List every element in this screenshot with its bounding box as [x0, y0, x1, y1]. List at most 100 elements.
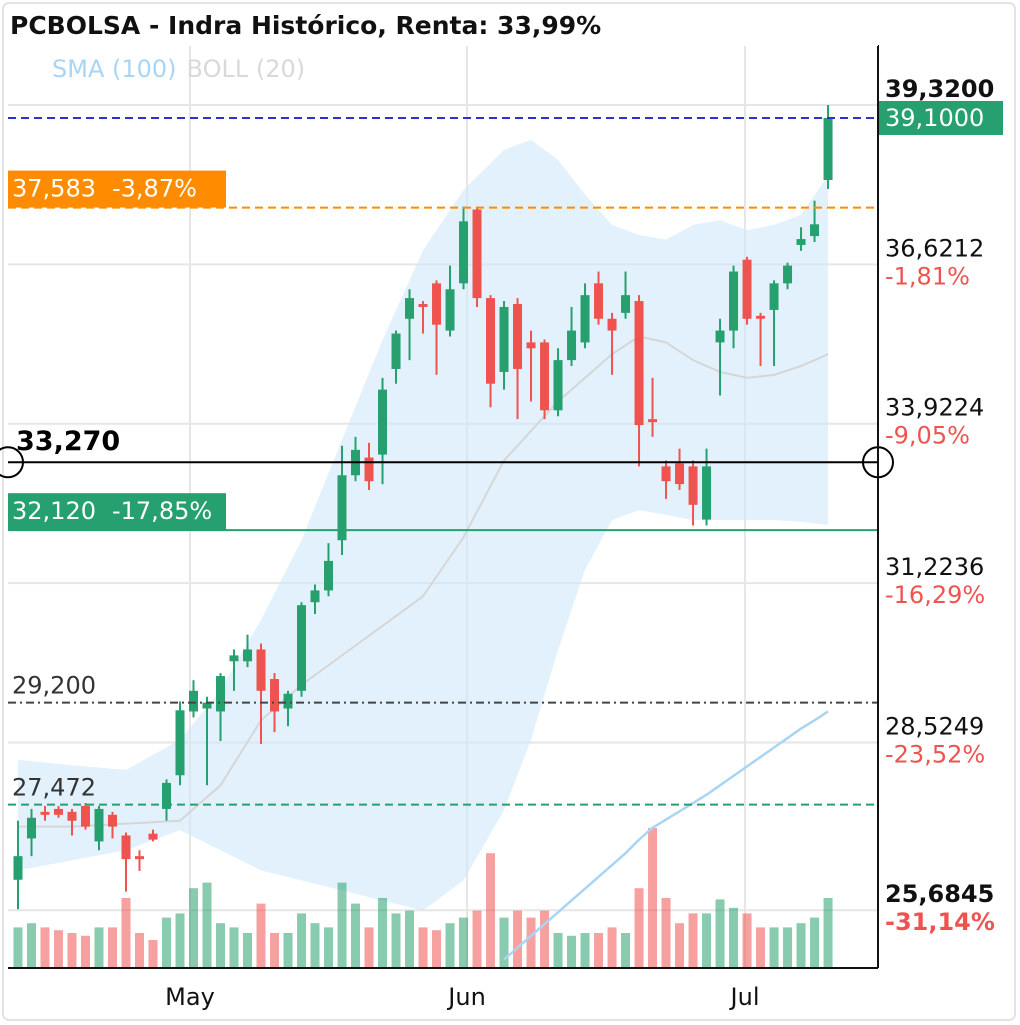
volume-bar: [107, 927, 117, 968]
volume-bar: [594, 933, 604, 968]
candle-body: [540, 342, 550, 411]
legend-entry: SMA (100): [52, 55, 177, 83]
candle-body: [634, 301, 644, 426]
candle-body: [486, 298, 496, 384]
x-tick-label: Jul: [729, 983, 760, 1011]
volume-bar: [621, 933, 631, 968]
candle-body: [742, 259, 752, 319]
candle-body: [162, 782, 172, 809]
volume-bar: [270, 933, 280, 968]
price-line-label: 33,270: [16, 426, 120, 457]
price-box: [8, 493, 226, 531]
candle-body: [459, 221, 469, 284]
candle-body: [567, 330, 577, 361]
volume-bar: [823, 898, 833, 968]
candle-body: [229, 655, 239, 662]
candle-body: [621, 295, 631, 313]
crosshair-handle: [0, 446, 24, 479]
candle-body: [40, 811, 50, 815]
volume-bar: [688, 913, 698, 968]
title-bg: [8, 8, 878, 46]
volume-bar: [513, 910, 523, 968]
volume-bar: [162, 917, 172, 968]
volume-bar: [405, 910, 415, 968]
candle-body: [148, 833, 158, 840]
candle-body: [432, 283, 442, 325]
candle-body: [202, 702, 212, 709]
volume-bar: [540, 910, 550, 968]
volume-bar: [337, 882, 347, 968]
price-box-label: 39,1000: [885, 104, 984, 132]
volume-bar: [134, 933, 144, 968]
candle-body: [243, 649, 253, 662]
candle-body: [283, 693, 293, 709]
y-tick-change: -16,29%: [885, 581, 985, 609]
candle-body: [661, 466, 671, 482]
y-tick-label: 39,3200: [885, 75, 994, 103]
volume-bar: [796, 923, 806, 968]
price-box-label: 32,120: [12, 497, 96, 525]
volume-bar: [13, 927, 23, 968]
volume-bar: [391, 913, 401, 968]
x-tick-label: Jun: [446, 983, 486, 1011]
candle-body: [324, 560, 334, 591]
y-tick-change: -31,14%: [885, 908, 995, 936]
volume-bar: [783, 927, 793, 968]
candle-body: [134, 856, 144, 860]
candle-body: [445, 289, 455, 331]
volume-bar: [202, 882, 212, 968]
sma-line: [503, 710, 829, 961]
candle-body: [796, 239, 806, 245]
price-line-label: 29,200: [12, 672, 96, 700]
volume-bar: [702, 913, 712, 968]
volume-bar: [432, 930, 442, 968]
chart-title: PCBOLSA - Indra Histórico, Renta: 33,99%: [10, 11, 601, 40]
candle-body: [94, 808, 104, 842]
candle-body: [513, 304, 523, 369]
price-line-label: 27,472: [12, 774, 96, 802]
volume-bar: [580, 933, 590, 968]
candle-body: [405, 298, 415, 319]
candle-body: [783, 265, 793, 284]
volume-bar: [121, 898, 131, 968]
legend: SMA (100) BOLL (20): [52, 55, 305, 83]
candle-body: [756, 315, 766, 319]
volume-bar: [499, 917, 509, 968]
plot-area: [13, 104, 833, 968]
price-box-label: 37,583: [12, 175, 96, 203]
x-tick-label: May: [165, 983, 215, 1011]
volume-bar: [742, 913, 752, 968]
volume-bar: [634, 888, 644, 968]
candle-body: [391, 333, 401, 369]
candle-body: [688, 466, 698, 505]
candle-body: [364, 457, 374, 482]
volume-bar: [607, 927, 617, 968]
candle-body: [729, 271, 739, 331]
y-tick-label: 25,6845: [885, 880, 994, 908]
volume-bar: [175, 913, 185, 968]
volume-bar: [40, 927, 50, 968]
candle-body: [13, 856, 23, 880]
volume-bar: [553, 933, 563, 968]
volume-bar: [567, 935, 577, 968]
volume-bar: [769, 927, 779, 968]
volume-bar: [729, 907, 739, 968]
volume-bar: [472, 910, 482, 968]
candle-body: [256, 649, 266, 691]
volume-bar: [378, 898, 388, 968]
volume-bar: [26, 923, 36, 968]
volume-bar: [445, 923, 455, 968]
y-tick-label: 33,9224: [885, 394, 984, 422]
volume-bar: [80, 935, 90, 968]
volume-bar: [256, 903, 266, 968]
candle-body: [175, 710, 185, 776]
price-lines: 39,1000 37,583 -3,87% 33,270 32,120 -17,85% 29…: [0, 100, 1003, 806]
candle-body: [553, 360, 563, 411]
volume-bar: [216, 923, 226, 968]
y-tick-change: -1,81%: [885, 262, 970, 290]
axis-labels: 39,3200 36,6212-1,81% 33,9224-9,05% 31,2236…: [165, 75, 995, 1011]
volume-bar: [486, 853, 496, 968]
volume-bar: [418, 927, 428, 968]
volume-bar: [364, 927, 374, 968]
